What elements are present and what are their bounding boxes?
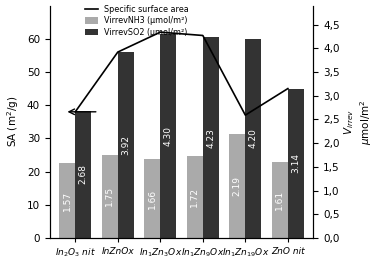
Bar (75, 111, 92, 238)
Text: 3.14: 3.14 (291, 153, 301, 174)
Bar (101, 155, 118, 238)
Legend: Specific surface area, VirrevNH3 (μmol/m²), VirrevSO2 (μmol/m²): Specific surface area, VirrevNH3 (μmol/m… (86, 5, 189, 37)
Text: 4.23: 4.23 (206, 128, 215, 148)
Text: 1.75: 1.75 (105, 186, 114, 206)
Bar (144, 159, 160, 238)
Bar (59, 164, 75, 238)
Bar (203, 37, 219, 238)
Bar (118, 52, 134, 238)
Bar (245, 39, 261, 238)
Text: 1.72: 1.72 (190, 187, 199, 207)
Bar (272, 162, 288, 238)
Bar (229, 134, 245, 238)
Text: 2.68: 2.68 (79, 164, 88, 184)
Y-axis label: SA (m$^2$/g): SA (m$^2$/g) (6, 96, 21, 147)
Bar (187, 156, 203, 238)
Text: 4.20: 4.20 (249, 129, 258, 148)
Text: 1.66: 1.66 (148, 188, 157, 209)
Text: 2.19: 2.19 (233, 176, 242, 196)
Text: 4.30: 4.30 (164, 126, 173, 146)
Bar (288, 89, 304, 238)
Text: 3.92: 3.92 (121, 135, 130, 155)
Text: 1.61: 1.61 (275, 190, 284, 210)
Bar (160, 34, 176, 238)
Y-axis label: $V_{irrev}$
$\mu$mol/m$^2$: $V_{irrev}$ $\mu$mol/m$^2$ (342, 99, 374, 145)
Text: 1.57: 1.57 (63, 191, 72, 211)
